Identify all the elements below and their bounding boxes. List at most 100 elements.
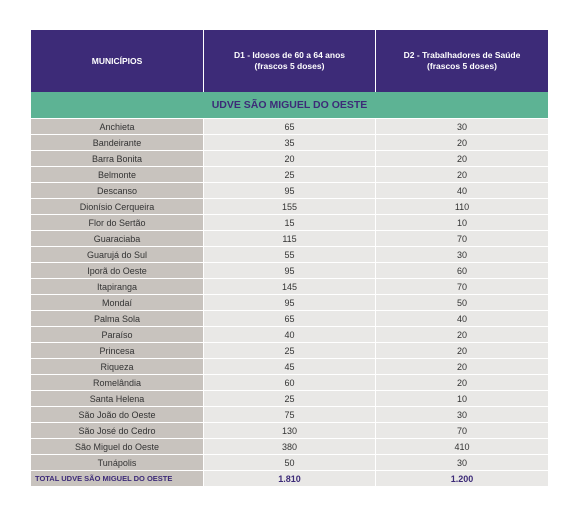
table-body: Anchieta 65 30 Bandeirante 35 20 Barra Bonita 2… [31, 118, 548, 470]
cell-d2: 20 [375, 326, 548, 342]
cell-d1: 65 [203, 118, 375, 134]
cell-municipio: São João do Oeste [31, 406, 203, 422]
table-row: Palma Sola 65 40 [31, 310, 548, 326]
cell-d1: 45 [203, 358, 375, 374]
cell-d2: 50 [375, 294, 548, 310]
cell-d1: 40 [203, 326, 375, 342]
cell-municipio: Itapiranga [31, 278, 203, 294]
cell-d1: 20 [203, 150, 375, 166]
cell-d1: 95 [203, 294, 375, 310]
cell-d2: 20 [375, 166, 548, 182]
cell-d2: 20 [375, 134, 548, 150]
table-row: Descanso 95 40 [31, 182, 548, 198]
cell-d1: 75 [203, 406, 375, 422]
cell-municipio: Romelândia [31, 374, 203, 390]
cell-d1: 130 [203, 422, 375, 438]
vaccine-distribution-table: MUNICÍPIOS D1 - Idosos de 60 a 64 anos (… [31, 30, 548, 486]
table-row: São Miguel do Oeste 380 410 [31, 438, 548, 454]
table-row: Belmonte 25 20 [31, 166, 548, 182]
cell-d2: 20 [375, 150, 548, 166]
cell-municipio: Paraíso [31, 326, 203, 342]
section-title: UDVE SÃO MIGUEL DO OESTE [31, 92, 548, 118]
cell-d1: 115 [203, 230, 375, 246]
cell-municipio: São José do Cedro [31, 422, 203, 438]
cell-municipio: São Miguel do Oeste [31, 438, 203, 454]
cell-d1: 380 [203, 438, 375, 454]
header-d2: D2 - Trabalhadores de Saúde (frascos 5 d… [375, 30, 548, 92]
header-d1-title: D1 - Idosos de 60 a 64 anos [233, 50, 345, 60]
cell-d1: 65 [203, 310, 375, 326]
table-row: Riqueza 45 20 [31, 358, 548, 374]
table-row: Romelândia 60 20 [31, 374, 548, 390]
cell-municipio: Riqueza [31, 358, 203, 374]
total-d1: 1.810 [203, 470, 375, 486]
total-row: TOTAL UDVE SÃO MIGUEL DO OESTE 1.810 1.2… [31, 470, 548, 486]
table-row: Guarujá do Sul 55 30 [31, 246, 548, 262]
cell-d1: 155 [203, 198, 375, 214]
table-row: São João do Oeste 75 30 [31, 406, 548, 422]
cell-municipio: Dionísio Cerqueira [31, 198, 203, 214]
cell-municipio: Anchieta [31, 118, 203, 134]
cell-d2: 20 [375, 358, 548, 374]
cell-d1: 95 [203, 182, 375, 198]
cell-d1: 50 [203, 454, 375, 470]
cell-d1: 95 [203, 262, 375, 278]
cell-municipio: Belmonte [31, 166, 203, 182]
cell-municipio: Guarujá do Sul [31, 246, 203, 262]
total-label: TOTAL UDVE SÃO MIGUEL DO OESTE [31, 470, 203, 486]
cell-d2: 40 [375, 182, 548, 198]
cell-d1: 25 [203, 342, 375, 358]
table-row: Princesa 25 20 [31, 342, 548, 358]
cell-d1: 55 [203, 246, 375, 262]
cell-d2: 10 [375, 390, 548, 406]
table-row: Mondaí 95 50 [31, 294, 548, 310]
cell-municipio: Descanso [31, 182, 203, 198]
table-row: Barra Bonita 20 20 [31, 150, 548, 166]
cell-d1: 145 [203, 278, 375, 294]
table-row: Bandeirante 35 20 [31, 134, 548, 150]
table-row: Guaraciaba 115 70 [31, 230, 548, 246]
cell-municipio: Princesa [31, 342, 203, 358]
cell-d2: 10 [375, 214, 548, 230]
table-row: Flor do Sertão 15 10 [31, 214, 548, 230]
cell-d2: 110 [375, 198, 548, 214]
cell-d2: 70 [375, 422, 548, 438]
cell-d2: 70 [375, 230, 548, 246]
table-row: Iporã do Oeste 95 60 [31, 262, 548, 278]
header-d2-title: D2 - Trabalhadores de Saúde [403, 50, 521, 60]
cell-d2: 70 [375, 278, 548, 294]
cell-d2: 30 [375, 406, 548, 422]
cell-d2: 40 [375, 310, 548, 326]
cell-municipio: Bandeirante [31, 134, 203, 150]
cell-d2: 20 [375, 342, 548, 358]
cell-d2: 20 [375, 374, 548, 390]
header-municipios: MUNICÍPIOS [91, 55, 143, 66]
cell-d1: 35 [203, 134, 375, 150]
table-row: Itapiranga 145 70 [31, 278, 548, 294]
cell-municipio: Tunápolis [31, 454, 203, 470]
cell-d1: 15 [203, 214, 375, 230]
table-row: São José do Cedro 130 70 [31, 422, 548, 438]
cell-municipio: Guaraciaba [31, 230, 203, 246]
cell-d2: 30 [375, 246, 548, 262]
cell-d2: 30 [375, 118, 548, 134]
header-d1-subtitle: (frascos 5 doses) [254, 61, 325, 71]
cell-municipio: Santa Helena [31, 390, 203, 406]
cell-d1: 60 [203, 374, 375, 390]
cell-municipio: Barra Bonita [31, 150, 203, 166]
cell-municipio: Mondaí [31, 294, 203, 310]
total-d2: 1.200 [375, 470, 548, 486]
header-d1: D1 - Idosos de 60 a 64 anos (frascos 5 d… [203, 30, 375, 92]
table-row: Anchieta 65 30 [31, 118, 548, 134]
header-d2-subtitle: (frascos 5 doses) [427, 61, 497, 71]
cell-d2: 410 [375, 438, 548, 454]
table-row: Tunápolis 50 30 [31, 454, 548, 470]
cell-municipio: Palma Sola [31, 310, 203, 326]
table-row: Dionísio Cerqueira 155 110 [31, 198, 548, 214]
cell-d2: 60 [375, 262, 548, 278]
cell-municipio: Flor do Sertão [31, 214, 203, 230]
cell-d1: 25 [203, 390, 375, 406]
table-row: Paraíso 40 20 [31, 326, 548, 342]
cell-municipio: Iporã do Oeste [31, 262, 203, 278]
table-header: MUNICÍPIOS D1 - Idosos de 60 a 64 anos (… [31, 30, 548, 92]
